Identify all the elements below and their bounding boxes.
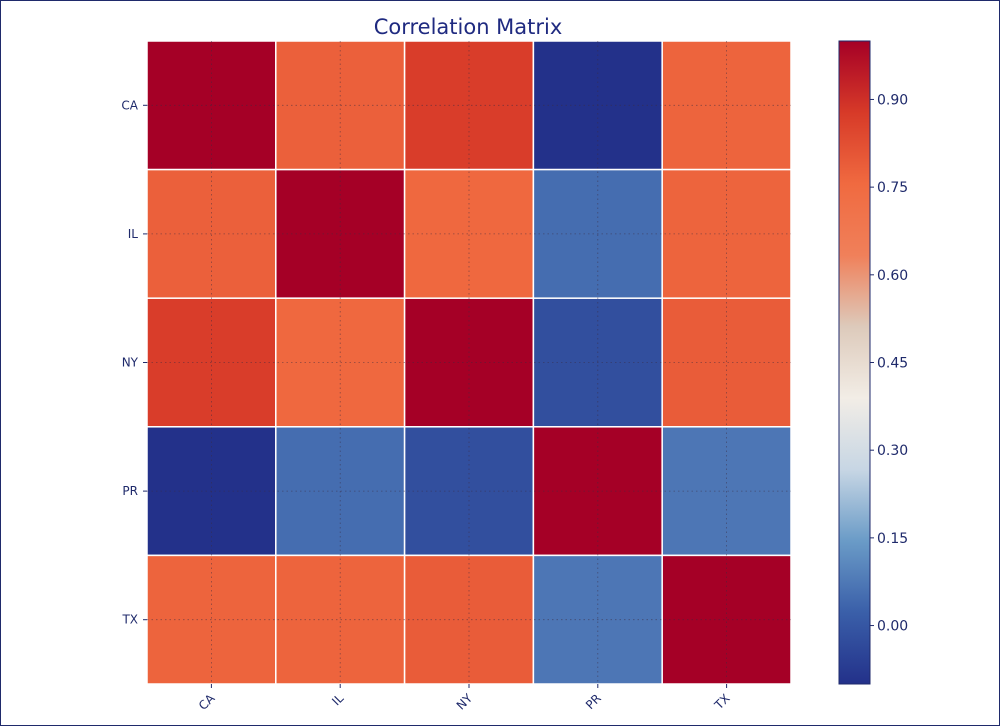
x-tick-label: PR: [583, 691, 604, 712]
x-tick-label: TX: [711, 691, 733, 713]
heatmap-grid: [147, 41, 791, 684]
heatmap-cell-ny-il: [275, 297, 406, 428]
y-tick-label: IL: [128, 227, 139, 241]
heatmap-cell-il-il: [275, 168, 406, 299]
x-tick-label: IL: [329, 691, 346, 708]
x-tick-label: NY: [454, 691, 476, 713]
colorbar-tick-label: 0.60: [877, 268, 908, 284]
heatmap-cell-tx-ny: [403, 554, 535, 685]
heatmap-cell-tx-il: [275, 554, 406, 685]
heatmap-cell-ny-tx: [661, 297, 792, 428]
heatmap-cell-il-ny: [403, 168, 535, 299]
colorbar-tick-label: 0.45: [877, 356, 908, 372]
y-tick-label: CA: [121, 98, 138, 112]
y-axis-ticks: CA IL NY PR TX: [121, 98, 147, 627]
y-tick-label: TX: [121, 613, 138, 627]
heatmap-cell-ny-ny: [403, 297, 535, 428]
heatmap-cell-il-tx: [661, 168, 792, 299]
y-tick-label: NY: [122, 356, 139, 370]
colorbar-tick-label: 0.15: [877, 531, 908, 547]
heatmap-cells: [146, 40, 792, 685]
colorbar-tick-label: 0.90: [877, 92, 908, 108]
colorbar-tick-label: 0.75: [877, 180, 908, 196]
colorbar-gradient: [838, 40, 871, 685]
x-tick-label: CA: [196, 691, 218, 713]
chart-title: Correlation Matrix: [374, 15, 563, 39]
colorbar-tick-label: 0.30: [877, 443, 908, 459]
y-tick-label: PR: [122, 484, 138, 498]
colorbar: 0.00 0.15 0.30 0.45 0.60 0.75 0.90: [838, 40, 908, 685]
colorbar-tick-label: 0.00: [877, 619, 908, 635]
heatmap-cell-tx-tx: [661, 554, 792, 685]
x-axis-ticks: CA IL NY PR TX: [196, 684, 733, 713]
